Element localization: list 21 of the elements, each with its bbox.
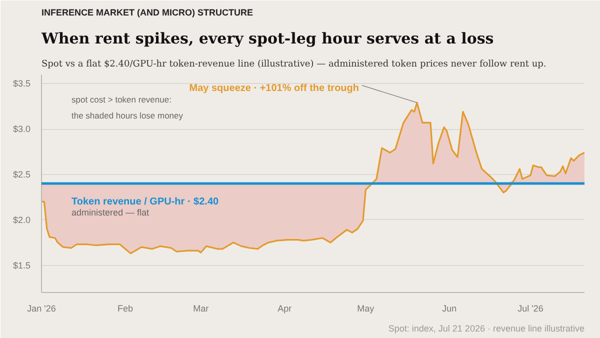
annotation: administered — flat xyxy=(72,208,150,218)
y-tick-label: $2.0 xyxy=(12,214,31,225)
y-tick-label: $3.0 xyxy=(12,124,31,134)
text: Spot: index, Jul 21 2026 · revenue line illustrative xyxy=(388,324,585,334)
x-tick-label: May xyxy=(357,304,375,314)
x-tick-label: Jun xyxy=(442,304,457,314)
y-tick-label: $2.5 xyxy=(12,169,31,180)
x-tick-label: Jan '26 xyxy=(27,304,56,314)
annotation: spot cost > token revenue: xyxy=(72,94,172,104)
text: INFERENCE MARKET (AND MICRO) STRUCTURE xyxy=(42,8,253,18)
y-tick-label: $3.5 xyxy=(12,78,31,89)
x-tick-label: Feb xyxy=(117,304,134,314)
ref-line-label: Token revenue / GPU-hr · $2.40 xyxy=(72,196,220,208)
chart-subtitle: Spot vs a flat $2.40/GPU-hr token-revenue line (illustrative) — administered token prices never follow rent up. xyxy=(42,60,546,70)
annotation: May squeeze · +101% off the trough xyxy=(189,83,360,94)
x-tick-label: Jul '26 xyxy=(518,304,544,314)
x-tick-label: Apr xyxy=(278,304,292,314)
y-tick-label: $1.5 xyxy=(12,260,31,270)
x-tick-label: Mar xyxy=(193,304,209,314)
annotation: the shaded hours lose money xyxy=(72,110,184,120)
chart-title: When rent spikes, every spot-leg hour serves at a loss xyxy=(40,30,494,48)
